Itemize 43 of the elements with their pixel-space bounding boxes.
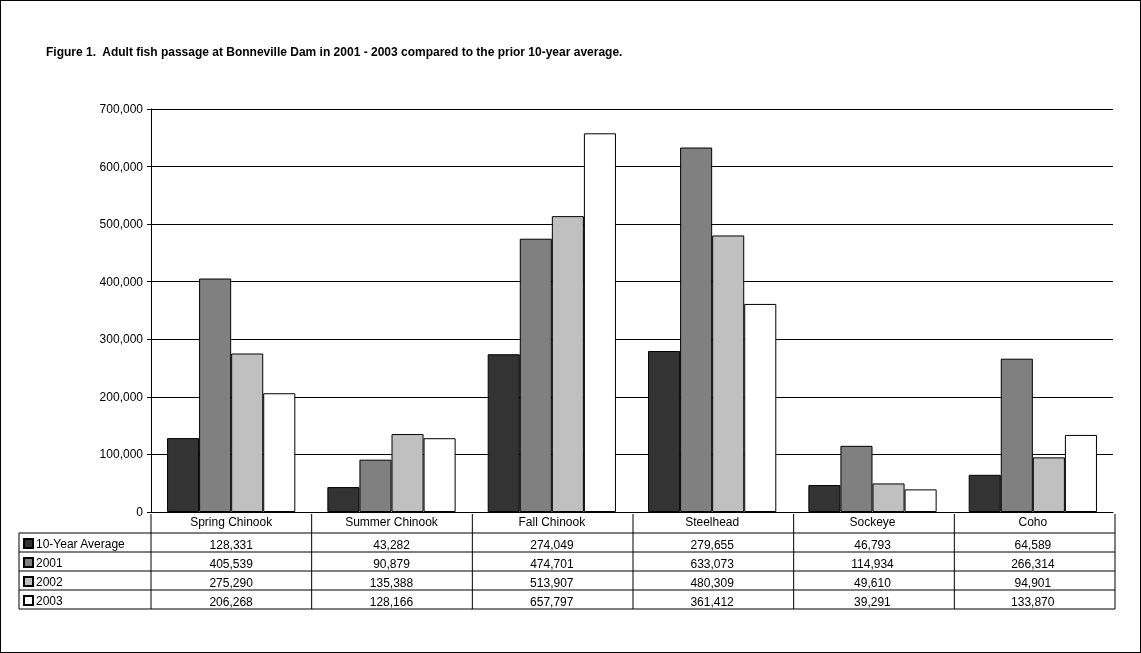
x-tick-label: Coho	[1018, 515, 1048, 529]
y-tick-label: 100,000	[99, 447, 144, 462]
data-label: 275,290	[209, 575, 254, 590]
x-tick-label: Steelhead	[685, 515, 740, 529]
data-label: 266,314	[1011, 556, 1055, 571]
y-tick-label: 400,000	[99, 274, 144, 289]
data-label: 133,870	[1011, 594, 1055, 609]
chart-title: Figure 1. Adult fish passage at Bonneville Dam in 2001 - 2003 compared to the prior 10-year average.	[46, 45, 623, 59]
y-tick-label: 700,000	[99, 102, 144, 116]
data-label: 64,589	[1014, 537, 1052, 552]
y-tick-label: 500,000	[99, 217, 144, 232]
data-label: 49,610	[854, 575, 892, 590]
legend-label: 2002	[36, 574, 64, 589]
data-label: 657,797	[530, 594, 574, 609]
data-label: 114,934	[851, 556, 895, 571]
data-label: 405,539	[209, 556, 254, 571]
y-tick-label: 0	[136, 505, 144, 519]
data-label: 128,331	[209, 537, 254, 552]
data-label: 43,282	[373, 537, 411, 552]
data-label: 633,073	[690, 556, 735, 571]
data-label: 279,655	[690, 537, 735, 552]
y-tick-label: 300,000	[99, 332, 144, 347]
data-label: 46,793	[854, 537, 892, 552]
x-tick-label: Fall Chinook	[518, 515, 587, 529]
data-label: 90,879	[373, 556, 411, 571]
data-label: 135,388	[369, 575, 414, 590]
legend-label: 2001	[36, 555, 64, 570]
data-label: 94,901	[1014, 575, 1052, 590]
data-label: 480,309	[690, 575, 735, 590]
data-label: 128,166	[369, 594, 414, 609]
data-label: 513,907	[530, 575, 574, 590]
data-label: 274,049	[530, 537, 574, 552]
x-tick-label: Sockeye	[849, 515, 896, 529]
data-label: 39,291	[854, 594, 892, 609]
y-tick-label: 600,000	[99, 159, 144, 174]
x-tick-label: Summer Chinook	[345, 515, 439, 529]
legend-label: 2003	[36, 593, 64, 608]
data-label: 361,412	[690, 594, 735, 609]
data-label: 206,268	[209, 594, 254, 609]
legend-label: 10-Year Average	[36, 536, 126, 551]
y-tick-label: 200,000	[99, 389, 144, 404]
data-label: 474,701	[530, 556, 574, 571]
x-tick-label: Spring Chinook	[190, 515, 274, 529]
